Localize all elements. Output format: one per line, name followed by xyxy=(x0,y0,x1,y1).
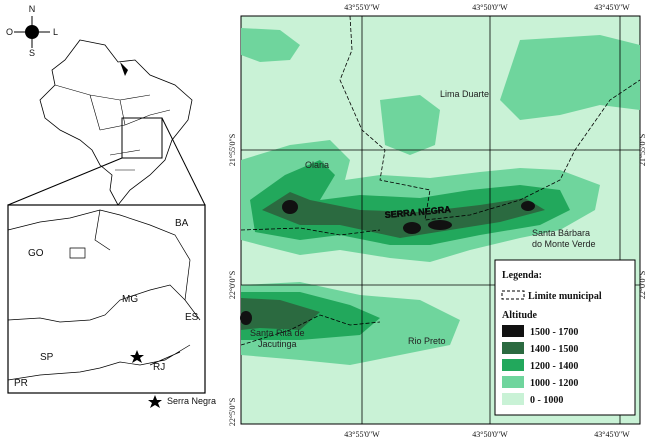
legend-class: 1200 - 1400 xyxy=(530,361,578,372)
coord-label: 21°55'0"S xyxy=(228,134,237,166)
state-label: SP xyxy=(40,352,54,363)
main-map: Lima Duarte Olaria SERRA NEGRA Santa Bár… xyxy=(240,15,641,425)
legend: Legenda: Limite municipal Altitude 1500 … xyxy=(494,259,636,416)
legend-class: 0 - 1000 xyxy=(530,395,563,406)
coord-label: 21°55'0"S xyxy=(638,134,647,166)
state-label: PR xyxy=(14,378,28,389)
legend-boundary: Limite municipal xyxy=(528,291,602,302)
compass: N L S O xyxy=(6,4,58,58)
place-label: Rio Preto xyxy=(408,336,446,346)
inset-box xyxy=(7,204,206,394)
coord-label: 22°5'0"S xyxy=(228,398,237,426)
legend-altitude: Altitude xyxy=(502,310,538,321)
coord-label: 43°55'0"W xyxy=(344,430,380,439)
coord-label: 43°45'0"W xyxy=(594,430,630,439)
coord-label: 43°45'0"W xyxy=(594,3,630,12)
place-label: do Monte Verde xyxy=(532,239,596,249)
compass-w: O xyxy=(6,27,13,37)
state-label: BA xyxy=(175,218,189,229)
compass-s: S xyxy=(29,48,35,58)
coord-label: 22°0'0"S xyxy=(228,271,237,299)
place-label: Olaria xyxy=(305,160,329,170)
legend-class: 1000 - 1200 xyxy=(530,378,578,389)
state-label: RJ xyxy=(153,362,165,373)
state-label: GO xyxy=(28,248,44,259)
brazil-map xyxy=(39,39,193,206)
legend-class: 1500 - 1700 xyxy=(530,327,578,338)
coord-label: 43°50'0"W xyxy=(472,430,508,439)
place-label: Santa Bárbara xyxy=(532,228,590,238)
compass-e: L xyxy=(53,27,58,37)
legend-class: 1400 - 1500 xyxy=(530,344,578,355)
place-label: Jacutinga xyxy=(258,339,297,349)
coord-label: 22°0'0"S xyxy=(638,271,647,299)
state-label: MG xyxy=(122,294,138,305)
coord-label: 43°55'0"W xyxy=(344,3,380,12)
coord-label: 43°50'0"W xyxy=(472,3,508,12)
compass-n: N xyxy=(29,4,36,14)
state-label: ES xyxy=(185,312,199,323)
place-label: Santa Rita de xyxy=(250,328,305,338)
star-label: Serra Negra xyxy=(167,396,216,406)
legend-title: Legenda: xyxy=(502,270,542,281)
place-label: Lima Duarte xyxy=(440,89,489,99)
